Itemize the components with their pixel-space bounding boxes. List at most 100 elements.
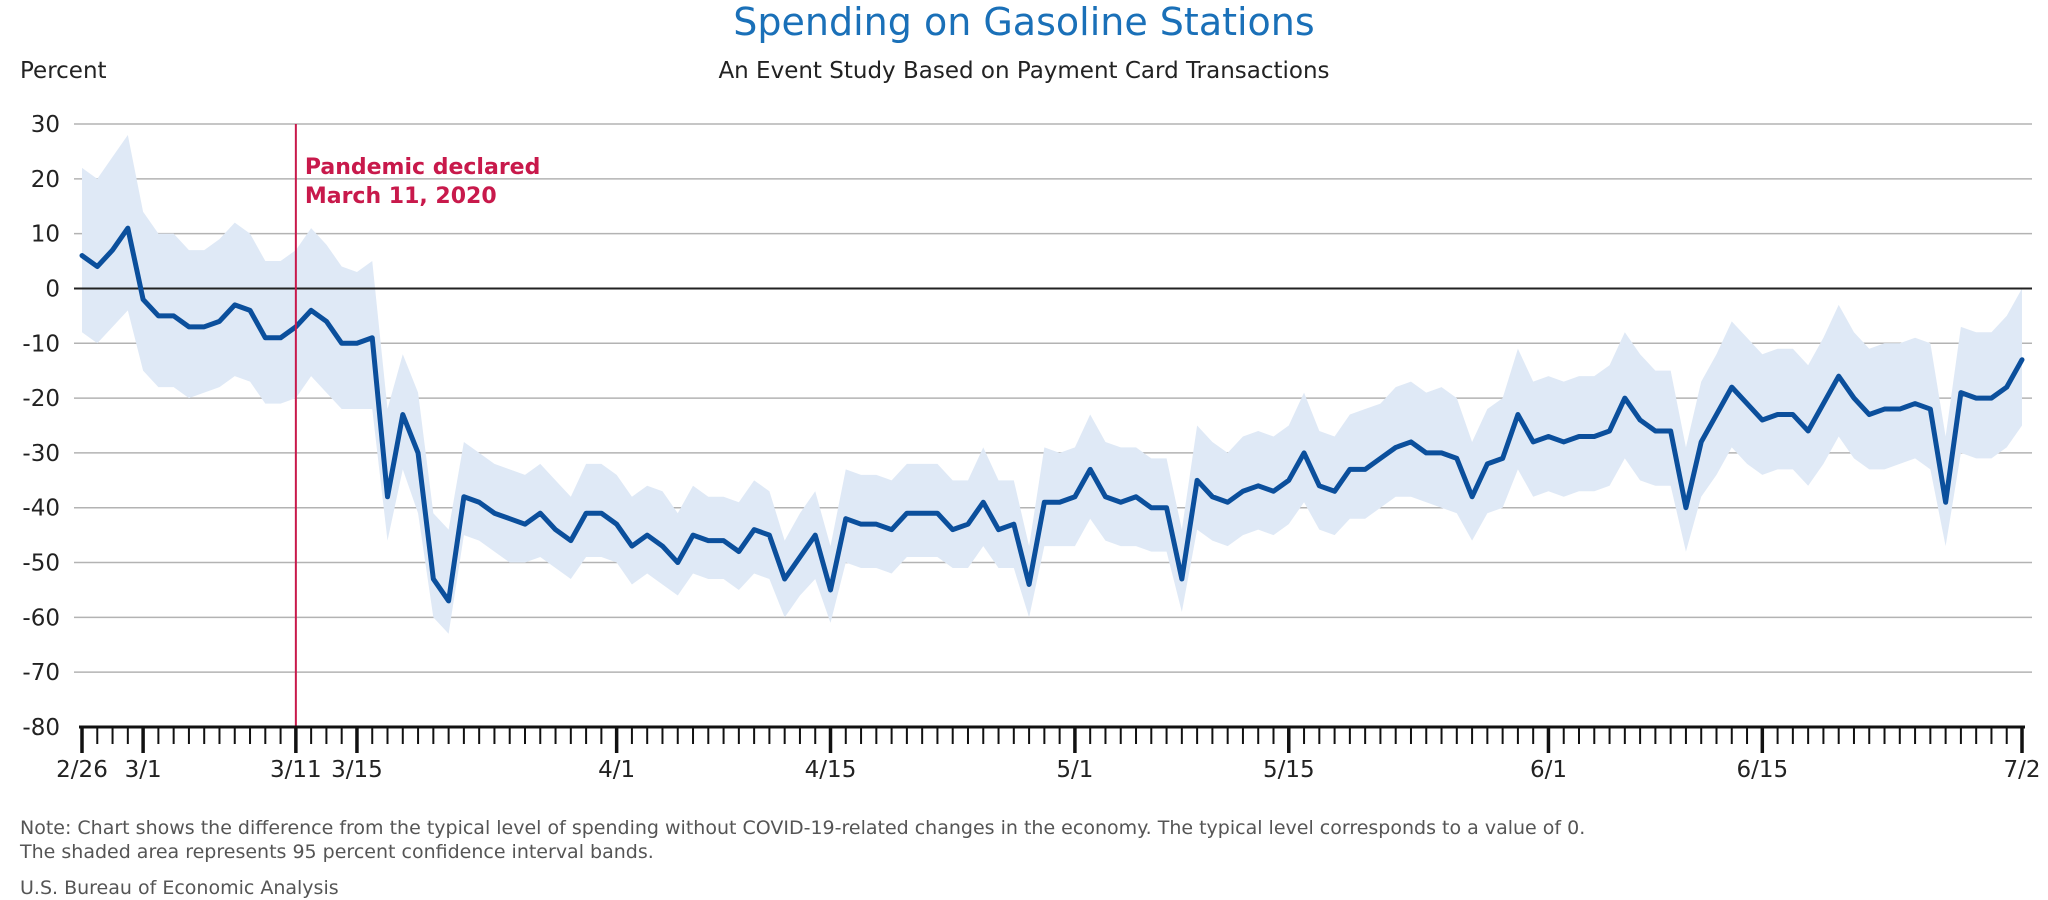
data-point <box>400 412 405 417</box>
data-point <box>1240 489 1245 494</box>
data-point <box>1500 456 1505 461</box>
data-point <box>1745 401 1750 406</box>
data-point <box>1592 434 1597 439</box>
data-point <box>1210 494 1215 499</box>
data-point <box>1515 412 1520 417</box>
data-point <box>1118 500 1123 505</box>
data-point <box>935 511 940 516</box>
data-point <box>1821 401 1826 406</box>
data-point <box>1317 483 1322 488</box>
data-point <box>660 544 665 549</box>
data-point <box>859 522 864 527</box>
y-tick-label: -60 <box>22 605 60 631</box>
data-point <box>1179 576 1184 581</box>
data-point <box>1851 396 1856 401</box>
data-point <box>904 511 909 516</box>
y-tick-label: -10 <box>22 331 60 357</box>
data-point <box>1622 396 1627 401</box>
x-tick-label: 6/15 <box>1736 757 1788 783</box>
data-point <box>1072 494 1077 499</box>
data-point <box>1989 396 1994 401</box>
data-point <box>141 297 146 302</box>
data-point <box>354 341 359 346</box>
data-point <box>2004 385 2009 390</box>
data-point <box>171 313 176 318</box>
data-point <box>1546 434 1551 439</box>
data-point <box>629 544 634 549</box>
data-point <box>1775 412 1780 417</box>
x-tick-label: 3/15 <box>331 757 383 783</box>
data-point <box>1897 407 1902 412</box>
y-tick-label: -40 <box>22 496 60 522</box>
data-point <box>950 527 955 532</box>
data-point <box>202 324 207 329</box>
data-point <box>507 516 512 521</box>
data-point <box>492 511 497 516</box>
confidence-interval-band <box>82 134 2022 634</box>
data-point <box>889 527 894 532</box>
y-tick-label: -80 <box>22 715 60 741</box>
data-point <box>186 324 191 329</box>
data-point <box>278 335 283 340</box>
data-point <box>1088 467 1093 472</box>
data-point <box>538 511 543 516</box>
data-point <box>1408 439 1413 444</box>
chart-note: Note: Chart shows the difference from th… <box>20 816 1585 864</box>
data-point <box>568 538 573 543</box>
data-point <box>2020 357 2025 362</box>
data-point <box>1378 456 1383 461</box>
x-tick-label: 3/11 <box>270 757 322 783</box>
data-point <box>782 576 787 581</box>
x-tick-label: 3/1 <box>125 757 162 783</box>
data-point <box>1042 500 1047 505</box>
x-axis-tick-labels: 2/26 3/1 3/11 3/15 4/1 4/15 5/1 5/15 6/1 6/15 7/2 <box>56 757 2040 783</box>
data-point <box>1332 489 1337 494</box>
data-point <box>1424 450 1429 455</box>
data-point <box>1347 467 1352 472</box>
y-tick-label: -50 <box>22 551 60 577</box>
data-point <box>477 500 482 505</box>
data-point <box>1882 407 1887 412</box>
data-point <box>461 494 466 499</box>
data-point <box>1653 428 1658 433</box>
data-point <box>1164 505 1169 510</box>
data-point <box>813 533 818 538</box>
data-point <box>1958 390 1963 395</box>
note-line-1: Note: Chart shows the difference from th… <box>20 817 1586 839</box>
data-point <box>431 576 436 581</box>
data-point <box>874 522 879 527</box>
data-point <box>797 555 802 560</box>
data-point <box>1607 428 1612 433</box>
data-point <box>416 450 421 455</box>
data-point <box>1103 494 1108 499</box>
data-point <box>339 341 344 346</box>
data-point <box>584 511 589 516</box>
data-point <box>1577 434 1582 439</box>
data-point <box>1729 385 1734 390</box>
x-axis <box>79 725 2025 753</box>
data-point <box>1363 467 1368 472</box>
data-point <box>1714 412 1719 417</box>
data-point <box>1683 505 1688 510</box>
data-point <box>843 516 848 521</box>
data-point <box>263 335 268 340</box>
pandemic-annotation-line2: March 11, 2020 <box>305 184 497 209</box>
data-point <box>1454 456 1459 461</box>
data-point <box>1134 494 1139 499</box>
data-point <box>1867 412 1872 417</box>
data-point <box>1561 439 1566 444</box>
y-tick-label: 20 <box>31 167 60 193</box>
note-line-2: The shaded area represents 95 percent co… <box>20 841 654 863</box>
data-point <box>522 522 527 527</box>
x-tick-label: 6/1 <box>1530 757 1567 783</box>
pandemic-marker: Pandemic declared March 11, 2020 <box>294 124 540 727</box>
data-point <box>80 253 85 258</box>
x-tick-label: 7/2 <box>2003 757 2040 783</box>
x-tick-label: 4/15 <box>805 757 857 783</box>
data-point <box>1913 401 1918 406</box>
data-point <box>156 313 161 318</box>
data-point <box>385 494 390 499</box>
y-tick-label: 30 <box>31 112 60 138</box>
source-credit: U.S. Bureau of Economic Analysis <box>20 877 339 899</box>
data-point <box>981 500 986 505</box>
